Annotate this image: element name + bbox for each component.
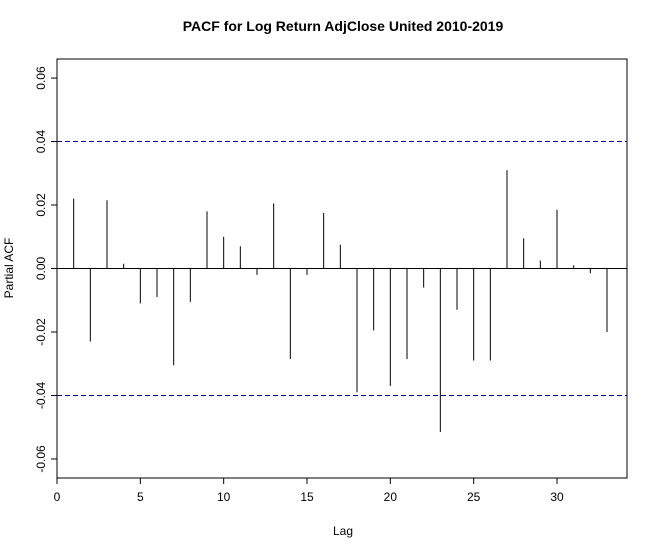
x-tick-label: 25 <box>467 490 481 504</box>
y-tick-label: 0.06 <box>34 66 48 90</box>
x-tick-label: 5 <box>137 490 144 504</box>
y-axis: -0.06 -0.04 -0.02 0.00 0.02 0.04 0.06 <box>34 66 58 473</box>
x-tick-label: 20 <box>384 490 398 504</box>
x-tick-label: 0 <box>54 490 61 504</box>
y-tick-label: -0.02 <box>34 318 48 346</box>
x-tick-label: 30 <box>550 490 564 504</box>
x-axis: 0 5 10 15 20 25 30 <box>54 477 564 504</box>
x-tick-label: 10 <box>217 490 231 504</box>
y-tick-label: 0.02 <box>34 193 48 217</box>
chart-title: PACF for Log Return AdjClose United 2010… <box>183 18 504 34</box>
x-tick-label: 15 <box>300 490 314 504</box>
y-tick-label: 0.04 <box>34 130 48 154</box>
y-tick-label: -0.04 <box>34 381 48 409</box>
y-tick-label: -0.06 <box>34 445 48 473</box>
confidence-bounds <box>57 141 627 396</box>
y-axis-label: Partial ACF <box>2 238 16 299</box>
x-axis-label: Lag <box>333 524 353 538</box>
pacf-bars <box>73 170 608 432</box>
y-tick-label: 0.00 <box>34 256 48 280</box>
